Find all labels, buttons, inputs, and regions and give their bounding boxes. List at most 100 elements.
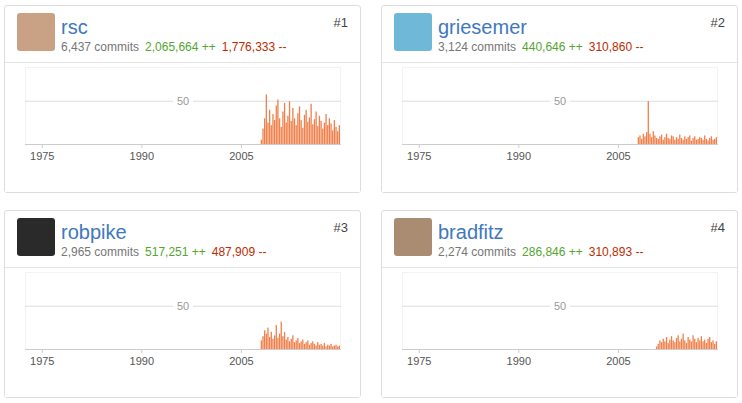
stats: 2,965 commits517,251 ++487,909 -- (61, 245, 266, 259)
username[interactable]: robpike (61, 221, 127, 243)
stat: 2,065,664 ++ (145, 40, 216, 54)
x-tick-label: 1990 (130, 150, 154, 162)
bar (664, 137, 665, 144)
bar (324, 343, 325, 349)
bar (282, 336, 283, 349)
bar (276, 106, 277, 145)
stats: 2,274 commits286,846 ++310,893 -- (438, 245, 643, 259)
bar (649, 349, 650, 350)
separator (5, 267, 360, 268)
bar (274, 120, 275, 144)
bar (709, 138, 710, 144)
x-tick-label: 1990 (507, 355, 531, 367)
bar (674, 140, 675, 144)
bar (678, 139, 679, 144)
bar (310, 104, 311, 144)
bar (266, 94, 267, 144)
bar (301, 341, 302, 349)
x-tick-label: 1975 (407, 355, 431, 367)
bar (297, 338, 298, 349)
x-tick (518, 349, 519, 353)
bar (709, 337, 710, 349)
bar (314, 344, 315, 349)
bar (668, 343, 669, 349)
username[interactable]: rsc (61, 16, 88, 38)
bar (687, 137, 688, 144)
x-tick-label: 2005 (606, 355, 630, 367)
plot-frame (26, 273, 341, 350)
bar (330, 123, 331, 144)
bar (673, 136, 674, 144)
bar (287, 337, 288, 349)
bar (269, 110, 270, 144)
bar (312, 124, 313, 144)
rank: #2 (711, 15, 725, 30)
bar (334, 120, 335, 144)
plot-section (5, 62, 360, 192)
bar (301, 120, 302, 144)
bar (334, 346, 335, 349)
bars (261, 322, 340, 349)
bar (687, 337, 688, 349)
bar (317, 342, 318, 349)
bar (676, 338, 677, 349)
bars (656, 334, 717, 349)
rank: #3 (334, 220, 348, 235)
separator (382, 62, 737, 63)
plot-frame (403, 68, 718, 145)
bar (702, 341, 703, 349)
bar (279, 118, 280, 144)
bar (319, 116, 320, 144)
username[interactable]: griesemer (438, 16, 527, 38)
bar (656, 346, 657, 349)
bar (337, 346, 338, 349)
bar (307, 122, 308, 144)
stat: 487,909 -- (212, 245, 267, 259)
y-tick-label: 50 (177, 300, 189, 312)
bar (691, 341, 692, 349)
tick-label-bg (173, 299, 193, 312)
bar (269, 337, 270, 349)
bar (676, 137, 677, 144)
stat: 3,124 commits (438, 40, 516, 54)
y-tick-label: 50 (554, 95, 566, 107)
stats: 6,437 commits2,065,664 ++1,776,333 -- (61, 40, 286, 54)
bar (674, 342, 675, 349)
x-tick (141, 144, 142, 148)
bars (261, 94, 340, 144)
bar (661, 342, 662, 349)
username[interactable]: bradfitz (438, 221, 504, 243)
bar (639, 349, 640, 350)
tick-label-bg (550, 299, 570, 312)
bar (286, 340, 287, 349)
bar (335, 127, 336, 144)
avatar (17, 13, 55, 51)
x-tick-label: 1975 (30, 355, 54, 367)
bar (671, 135, 672, 144)
bar (641, 349, 642, 350)
bar (312, 341, 313, 349)
bar (324, 123, 325, 144)
bar (299, 106, 300, 144)
stat: 2,965 commits (61, 245, 139, 259)
bar (716, 341, 717, 349)
bar (305, 342, 306, 349)
bar (712, 140, 713, 144)
x-tick-label: 1975 (30, 150, 54, 162)
bar (638, 137, 639, 144)
bar (279, 334, 280, 349)
x-axis (25, 349, 341, 350)
rank: #1 (334, 15, 348, 30)
bar (704, 135, 705, 144)
bar (299, 343, 300, 349)
bar (641, 139, 642, 144)
bar (296, 125, 297, 144)
bar (706, 343, 707, 349)
bar (686, 139, 687, 144)
bar (714, 139, 715, 144)
bar (689, 135, 690, 144)
plot-frame (403, 273, 718, 350)
bar (330, 344, 331, 349)
plot-frame (26, 68, 341, 145)
x-axis (402, 349, 718, 350)
